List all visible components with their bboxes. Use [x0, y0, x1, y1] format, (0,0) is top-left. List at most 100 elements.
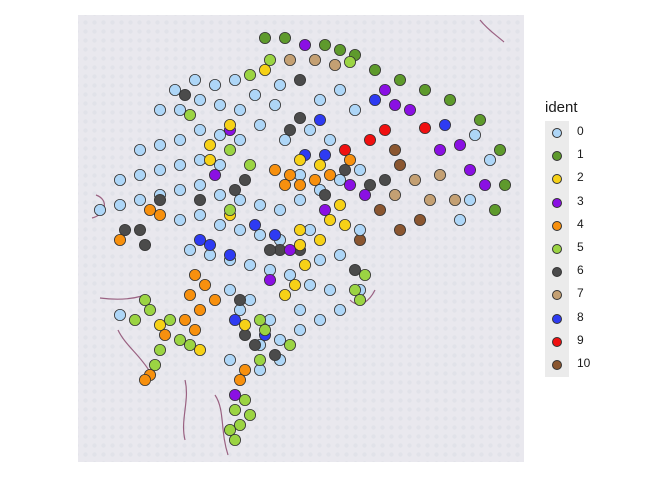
spot-cluster-0: [208, 79, 221, 92]
spot-cluster-5: [128, 313, 141, 326]
spot-cluster-2: [293, 153, 306, 166]
legend-key-9: [552, 336, 562, 347]
spot-cluster-0: [313, 253, 326, 266]
legend-key-10: [552, 360, 562, 370]
spot-cluster-7: [328, 59, 341, 72]
spot-cluster-6: [119, 223, 132, 236]
spot-cluster-5: [283, 338, 296, 351]
spot-cluster-0: [183, 243, 196, 256]
spot-cluster-6: [138, 238, 151, 251]
spot-cluster-0: [173, 133, 186, 146]
spot-cluster-1: [368, 64, 381, 77]
spot-cluster-5: [228, 433, 241, 446]
spot-cluster-0: [353, 223, 366, 236]
spot-cluster-5: [223, 423, 236, 436]
spot-cluster-2: [298, 258, 311, 271]
spot-cluster-3: [388, 99, 401, 112]
spot-cluster-0: [323, 133, 336, 146]
spot-cluster-3: [208, 168, 221, 181]
spot-cluster-8: [268, 228, 281, 241]
spot-cluster-0: [468, 128, 481, 141]
spot-cluster-5: [183, 109, 196, 122]
spot-cluster-4: [153, 208, 166, 221]
spot-cluster-2: [333, 198, 346, 211]
spot-cluster-1: [498, 178, 511, 191]
spot-cluster-2: [288, 278, 301, 291]
spot-cluster-4: [178, 313, 191, 326]
spot-cluster-5: [143, 303, 156, 316]
spot-cluster-4: [278, 178, 291, 191]
spot-cluster-8: [438, 119, 451, 132]
spot-cluster-2: [258, 64, 271, 77]
legend-key-3: [552, 197, 562, 208]
spot-cluster-8: [248, 218, 261, 231]
spot-cluster-0: [213, 99, 226, 112]
spot-cluster-5: [233, 418, 246, 431]
spot-cluster-0: [173, 104, 186, 117]
spot-cluster-0: [278, 133, 291, 146]
spot-cluster-2: [153, 318, 166, 331]
legend-key-0: [552, 128, 562, 138]
spot-cluster-3: [228, 388, 241, 401]
legend-item-2: 2: [545, 167, 635, 190]
legend-item-0: 0: [545, 121, 635, 144]
spot-cluster-4: [233, 373, 246, 386]
spot-cluster-5: [253, 313, 266, 326]
spot-cluster-5: [358, 268, 371, 281]
spot-cluster-0: [248, 89, 261, 102]
spot-cluster-7: [283, 54, 296, 67]
spot-cluster-0: [243, 258, 256, 271]
spot-cluster-0: [263, 263, 276, 276]
spot-cluster-0: [114, 198, 127, 211]
spot-cluster-8: [228, 313, 241, 326]
spot-cluster-2: [293, 223, 306, 236]
spot-cluster-5: [258, 323, 271, 336]
spot-cluster-3: [433, 143, 446, 156]
spot-cluster-0: [353, 163, 366, 176]
spot-cluster-10: [413, 213, 426, 226]
spot-cluster-0: [193, 178, 206, 191]
spot-cluster-10: [353, 233, 366, 246]
legend-key-7: [552, 290, 562, 301]
spot-cluster-0: [303, 223, 316, 236]
spot-cluster-0: [233, 193, 246, 206]
spot-cluster-0: [313, 94, 326, 107]
legend-label: 1: [577, 147, 584, 162]
spot-cluster-2: [278, 288, 291, 301]
spot-cluster-5: [348, 283, 361, 296]
spot-cluster-6: [238, 173, 251, 186]
spot-cluster-5: [243, 69, 256, 82]
spot-cluster-0: [133, 168, 146, 181]
spot-cluster-0: [268, 99, 281, 112]
spot-cluster-0: [348, 104, 361, 117]
legend-item-5: 5: [545, 237, 635, 260]
spot-cluster-2: [193, 343, 206, 356]
spot-cluster-0: [228, 74, 241, 87]
spot-cluster-2: [293, 238, 306, 251]
spot-cluster-2: [223, 119, 236, 132]
spot-cluster-8: [223, 248, 236, 261]
spot-cluster-4: [293, 178, 306, 191]
spot-cluster-2: [323, 213, 336, 226]
legend-label: 2: [577, 170, 584, 185]
spot-cluster-5: [353, 293, 366, 306]
spot-cluster-7: [388, 188, 401, 201]
spot-cluster-1: [318, 39, 331, 52]
legend-label: 10: [577, 356, 591, 370]
spot-cluster-10: [373, 203, 386, 216]
legend-key-2: [552, 174, 562, 185]
spot-cluster-5: [243, 408, 256, 421]
spot-cluster-0: [253, 119, 266, 132]
spot-cluster-0: [133, 193, 146, 206]
legend-label: 6: [577, 263, 584, 278]
spot-cluster-8: [203, 238, 216, 251]
spot-cluster-1: [488, 203, 501, 216]
spot-cluster-5: [223, 203, 236, 216]
legend-label: 3: [577, 193, 584, 208]
spot-cluster-0: [333, 248, 346, 261]
spot-cluster-0: [293, 168, 306, 181]
spot-cluster-6: [338, 163, 351, 176]
legend-label: 4: [577, 216, 584, 231]
spots-layer: [94, 32, 511, 446]
spot-cluster-8: [368, 94, 381, 107]
